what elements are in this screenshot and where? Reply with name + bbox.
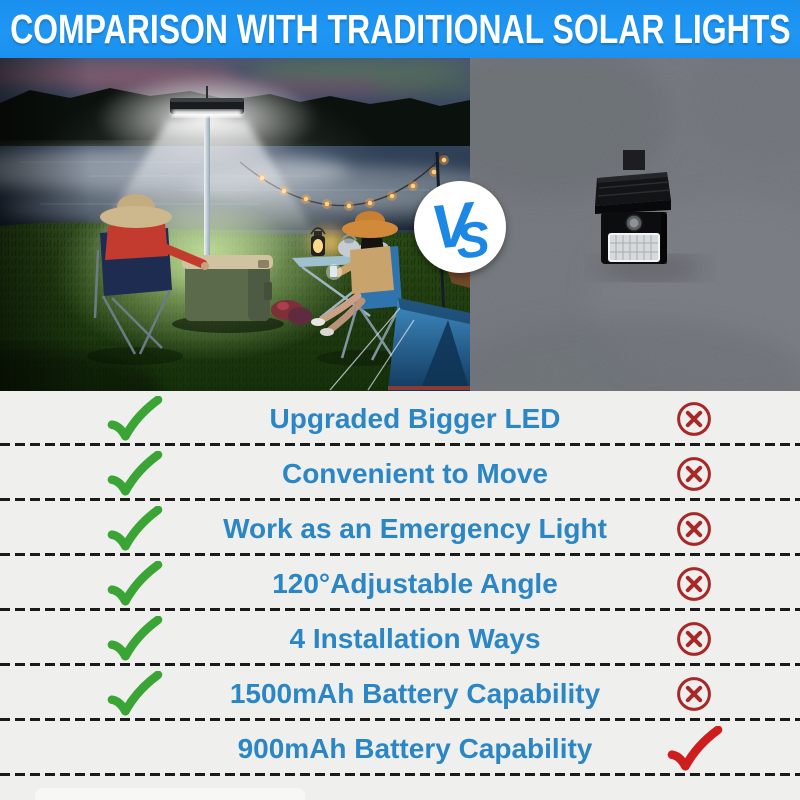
comparison-row: 1500mAh Battery Capability — [0, 666, 800, 721]
empty-cell — [103, 724, 165, 774]
row-label: Work as an Emergency Light — [223, 512, 607, 544]
comparison-row: Work as an Emergency Light — [0, 501, 800, 556]
red-cross-icon — [675, 565, 713, 603]
page-title: COMPARISON WITH TRADITIONAL SOLAR LIGHTS — [9, 5, 791, 52]
comparison-row: 900mAh Battery Capability — [0, 721, 800, 776]
phone — [330, 266, 337, 277]
comparison-row: Convenient to Move — [0, 446, 800, 501]
man-figure — [87, 194, 209, 365]
green-check-icon — [105, 616, 163, 662]
row-label: Upgraded Bigger LED — [269, 402, 561, 434]
comparison-table: Upgraded Bigger LED Convenient to Move W… — [0, 391, 800, 800]
red-cross-icon — [675, 510, 713, 548]
led-panel — [608, 233, 660, 262]
header-banner: COMPARISON WITH TRADITIONAL SOLAR LIGHTS — [0, 0, 800, 58]
vs-letter-s: S — [453, 210, 493, 270]
camping-scene-image — [0, 58, 470, 391]
comparison-row: 120°Adjustable Angle — [0, 556, 800, 611]
red-cross-icon — [675, 455, 713, 493]
woman-figure — [311, 211, 407, 366]
row-label: 4 Installation Ways — [289, 622, 541, 654]
row-label: 1500mAh Battery Capability — [229, 677, 601, 709]
row-label: Convenient to Move — [281, 457, 548, 489]
solar-wall-light — [595, 150, 671, 264]
vs-badge: V S — [414, 181, 506, 273]
footer-accent — [35, 788, 305, 800]
comparison-row: 4 Installation Ways — [0, 611, 800, 666]
camping-gear — [271, 300, 312, 325]
green-check-icon — [105, 396, 163, 442]
solar-panel — [595, 172, 671, 206]
table-footer — [0, 776, 800, 800]
cooler-box — [172, 255, 284, 333]
green-check-icon — [105, 671, 163, 717]
traditional-light-image — [470, 58, 800, 391]
green-check-icon — [105, 506, 163, 552]
row-label: 900mAh Battery Capability — [237, 732, 593, 764]
red-cross-icon — [675, 400, 713, 438]
camp-lantern — [310, 227, 326, 256]
hero-section: V S — [0, 58, 800, 391]
green-check-icon — [105, 451, 163, 497]
pole-solar-light — [170, 86, 244, 312]
green-check-icon — [105, 561, 163, 607]
red-cross-icon — [675, 620, 713, 658]
red-cross-icon — [675, 675, 713, 713]
red-check-icon — [665, 726, 723, 772]
comparison-row: Upgraded Bigger LED — [0, 391, 800, 446]
row-label: 120°Adjustable Angle — [272, 567, 558, 599]
